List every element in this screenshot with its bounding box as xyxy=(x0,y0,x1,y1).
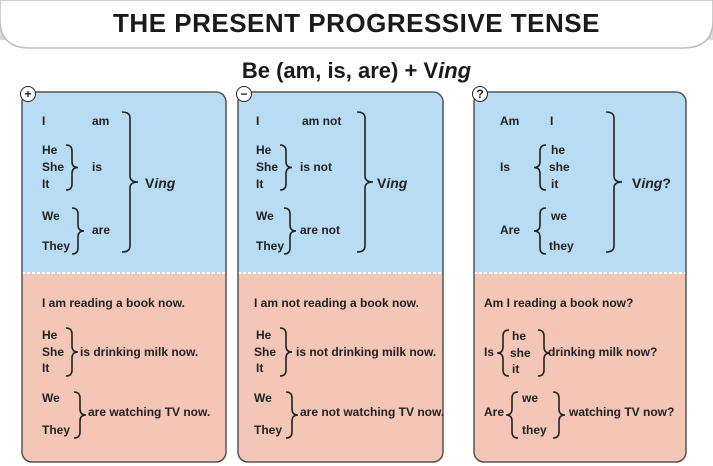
result: Ving xyxy=(145,175,175,191)
form-text: Am xyxy=(500,114,520,128)
example-text: is not drinking milk now. xyxy=(296,345,437,359)
brace xyxy=(533,207,547,255)
example-text: is drinking milk now. xyxy=(80,345,199,359)
result: Ving? xyxy=(632,175,671,191)
form-text: he xyxy=(551,143,566,157)
example-text: they xyxy=(522,423,547,437)
result-suffix: ing xyxy=(386,175,408,191)
form-text: He xyxy=(256,143,272,157)
brace xyxy=(121,111,139,253)
brace xyxy=(65,144,79,191)
formula: Be (am, is, are) + Ving xyxy=(0,58,713,84)
panel-icon: + xyxy=(20,86,36,102)
example-text: Are xyxy=(484,405,505,419)
example-text: She xyxy=(254,345,277,359)
result-suffix: ing xyxy=(154,175,176,191)
panel-icon: ? xyxy=(472,86,488,102)
formula-suffix: ing xyxy=(438,58,472,83)
form-text: We xyxy=(42,209,60,223)
form-text: we xyxy=(551,209,568,223)
panel-border xyxy=(473,91,687,463)
form-text: are not xyxy=(300,223,341,237)
example-text: She xyxy=(42,345,65,359)
brace xyxy=(552,391,566,439)
form-text: He xyxy=(42,143,58,157)
form-text: she xyxy=(549,160,570,174)
panel-top xyxy=(22,92,226,273)
form-text: It xyxy=(42,177,50,191)
example-text: Am I reading a book now? xyxy=(484,296,634,310)
form-text: I xyxy=(550,114,554,128)
example-text: drinking milk now? xyxy=(548,345,658,359)
example-text: he xyxy=(512,329,527,343)
brace xyxy=(605,111,623,253)
form-text: are xyxy=(92,223,111,237)
example-text: We xyxy=(42,391,60,405)
example-text: are watching TV now. xyxy=(88,405,211,419)
brace xyxy=(71,207,85,255)
brace xyxy=(496,329,510,377)
form-text: She xyxy=(256,160,279,174)
panel-bottom xyxy=(474,273,686,462)
brace xyxy=(505,391,519,439)
result: Ving xyxy=(377,175,407,191)
formula-text: Be (am, is, are) + V xyxy=(241,58,439,83)
form-text: am xyxy=(92,114,110,128)
form-text: We xyxy=(256,209,274,223)
example-text: we xyxy=(522,391,539,405)
title: THE PRESENT PROGRESSIVE TENSE xyxy=(113,8,600,38)
brace xyxy=(533,144,547,191)
form-text: I xyxy=(256,114,260,128)
result-base: V xyxy=(632,175,642,191)
example-text: We xyxy=(254,391,272,405)
brace xyxy=(356,111,374,253)
example-text: I am reading a book now. xyxy=(42,296,185,310)
form-text: they xyxy=(549,239,574,253)
brace xyxy=(279,327,293,377)
example-text: Is xyxy=(484,345,495,359)
form-text: They xyxy=(256,239,285,253)
brace xyxy=(283,207,297,255)
form-text: is xyxy=(92,160,103,174)
result-base: V xyxy=(145,175,155,191)
result-suffix: ing xyxy=(641,175,663,191)
panel-icon: − xyxy=(236,86,252,102)
panel-top xyxy=(474,92,686,273)
form-text: it xyxy=(551,177,559,191)
brace xyxy=(279,144,293,191)
example-text: He xyxy=(42,328,58,342)
brace xyxy=(285,391,299,439)
form-text: She xyxy=(42,160,65,174)
form-text: is not xyxy=(300,160,332,174)
form-text: am not xyxy=(302,114,342,128)
form-text: They xyxy=(42,239,71,253)
form-text: Is xyxy=(500,160,511,174)
example-text: are not watching TV now. xyxy=(300,405,445,419)
result-end: ? xyxy=(662,175,671,191)
brace xyxy=(73,391,87,439)
example-text: she xyxy=(510,346,531,360)
result-base: V xyxy=(377,175,387,191)
example-text: It xyxy=(42,361,50,375)
example-text: He xyxy=(256,328,272,342)
example-text: It xyxy=(256,361,264,375)
example-text: They xyxy=(42,423,71,437)
panel-bottom xyxy=(238,273,443,462)
panel-border xyxy=(21,91,227,463)
example-text: They xyxy=(254,423,283,437)
panel-bottom xyxy=(22,273,226,462)
example-text: I am not reading a book now. xyxy=(254,296,419,310)
example-text: watching TV now? xyxy=(569,405,675,419)
panel-top xyxy=(238,92,443,273)
panel-border xyxy=(237,91,444,463)
brace xyxy=(65,327,79,377)
example-text: it xyxy=(512,362,520,376)
form-text: I xyxy=(42,114,46,128)
form-text: Are xyxy=(500,223,521,237)
form-text: It xyxy=(256,177,264,191)
brace xyxy=(537,329,551,377)
